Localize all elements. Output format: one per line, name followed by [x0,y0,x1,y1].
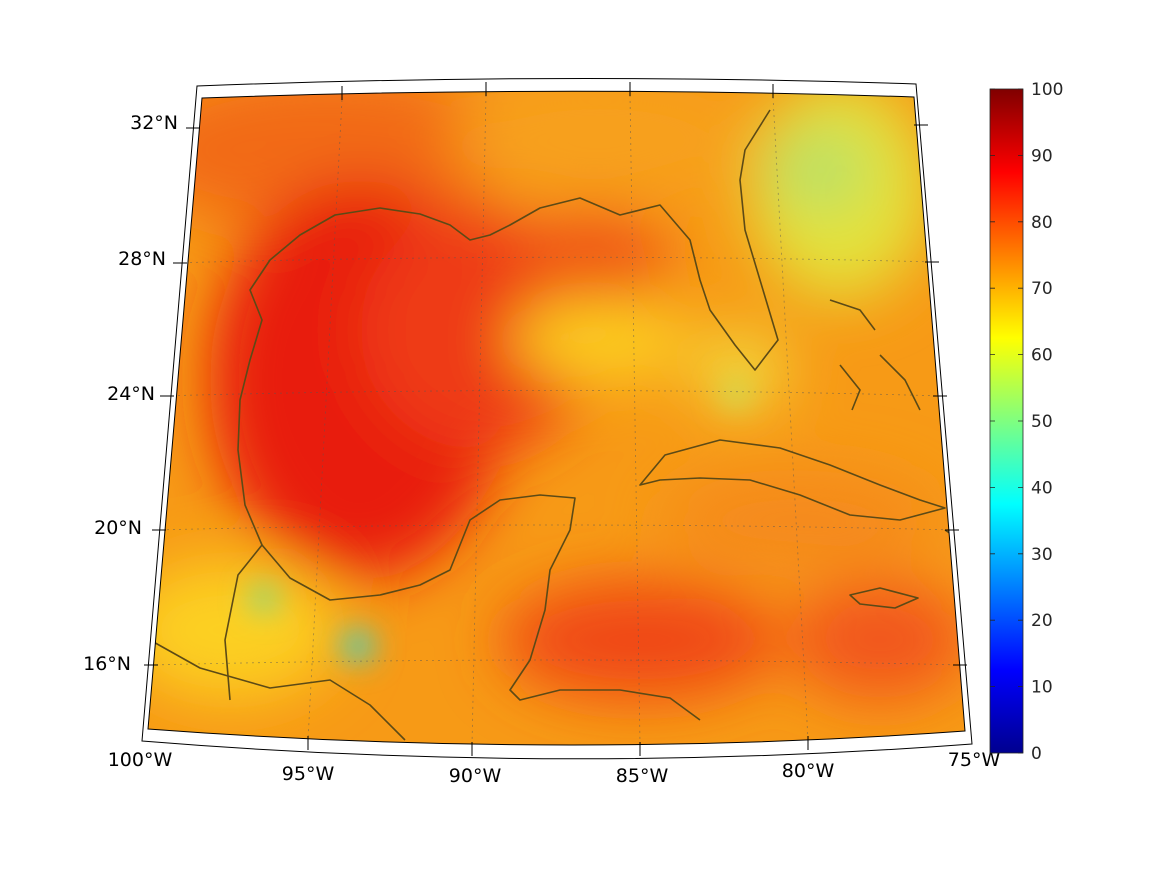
lon-label-80w: 80°W [782,760,835,782]
jamaica-outline [849,587,919,609]
longitude-labels: 100°W 95°W 90°W 85°W 80°W 75°W [108,749,1001,787]
colorbar-tick-label: 50 [1031,412,1053,432]
colorbar-gradient [989,88,1024,754]
bahamas-outline [829,299,921,411]
colorbar: 0 10 20 30 40 50 60 70 80 90 100 [989,80,1063,764]
colorbar-tick-label: 30 [1031,545,1053,565]
lat-label-20n: 20°N [94,517,142,539]
lon-label-100w: 100°W [108,749,173,771]
colorbar-tick-label: 100 [1031,80,1063,100]
map-field [148,91,965,746]
colorbar-ticks: 0 10 20 30 40 50 60 70 80 90 100 [990,80,1063,764]
colorbar-tick-label: 40 [1031,478,1053,498]
colorbar-tick-label: 90 [1031,146,1053,166]
colorbar-tick-label: 10 [1031,678,1053,698]
lon-label-85w: 85°W [616,765,669,787]
latitude-labels: 32°N 28°N 24°N 20°N 16°N [83,112,178,675]
gulf-coastline [224,109,779,701]
lon-label-75w: 75°W [948,749,1001,771]
pacific-coastline [149,639,406,741]
colorbar-tick-label: 60 [1031,346,1053,366]
lat-label-16n: 16°N [83,653,131,675]
graticule [149,94,963,746]
lat-label-28n: 28°N [118,248,166,270]
map-frame [141,77,973,760]
cuba-outline [639,439,946,521]
colorbar-tick-label: 0 [1031,744,1042,764]
coastlines [149,109,961,741]
colorbar-tick-label: 70 [1031,279,1053,299]
lon-label-95w: 95°W [282,763,335,785]
lat-label-24n: 24°N [107,383,155,405]
mexico-coastline [261,494,701,721]
lat-label-32n: 32°N [130,112,178,134]
colorbar-tick-label: 80 [1031,213,1053,233]
lon-label-90w: 90°W [449,765,502,787]
colorbar-tick-label: 20 [1031,611,1053,631]
